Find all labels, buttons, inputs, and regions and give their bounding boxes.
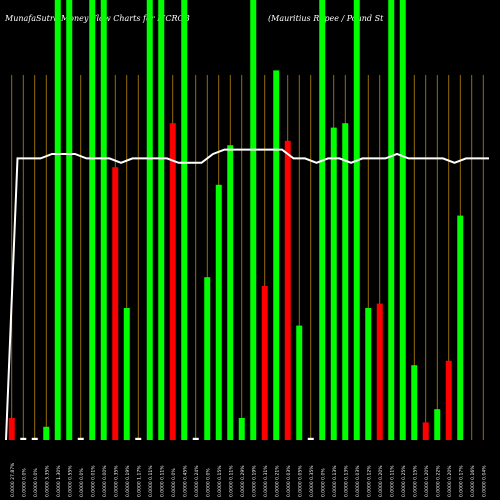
- x-tick-label: 0.0000 0.55%: [67, 465, 73, 497]
- bar: [388, 0, 395, 440]
- x-tick-label: 0.0000 0.19%: [251, 465, 257, 497]
- bar: [8, 418, 15, 440]
- x-tick-label: 0.0000 0.0%: [320, 468, 326, 497]
- bar: [43, 426, 50, 440]
- bar: [434, 409, 441, 440]
- x-tick-label: 0.0000 0.11%: [148, 465, 154, 497]
- bar: [181, 0, 188, 440]
- x-tick-label: 0.0000 0.19%: [125, 465, 131, 497]
- x-tick-label: 0.0000 0.17%: [458, 465, 464, 497]
- x-tick-label: 0.0000 0.11%: [159, 465, 165, 497]
- x-tick-label: 0.0000 0.35%: [113, 465, 119, 497]
- x-tick-label: 0.0000 0.03%: [355, 465, 361, 497]
- bar: [20, 437, 27, 440]
- x-tick-label: 0.0000 0.20%: [447, 465, 453, 497]
- bar: [399, 0, 406, 440]
- x-tick-label: 0.0000 0.24%: [194, 465, 200, 497]
- x-tick-label: 0.0000 27.87%: [10, 462, 16, 497]
- x-tick-label: 0.0000 0.15%: [412, 465, 418, 497]
- x-tick-label: 0.0000 0.21%: [274, 465, 280, 497]
- bar: [158, 0, 165, 440]
- x-tick-label: 0.0000 0.20%: [378, 465, 384, 497]
- bar: [250, 0, 257, 440]
- x-tick-label: 0.0000 0.29%: [240, 465, 246, 497]
- x-tick-label: 0.0000 1.30%: [56, 465, 62, 497]
- x-tick-label: 0.0000 0.0%: [33, 468, 39, 497]
- bar: [227, 145, 234, 440]
- x-tick-label: 0.0000 0.25%: [401, 465, 407, 497]
- x-tick-label: 0.0000 0.0%: [205, 468, 211, 497]
- bar: [100, 0, 107, 440]
- x-tick-label: 0.0000 0.31%: [263, 465, 269, 497]
- x-tick-label: 0.0000 0.04%: [481, 465, 487, 497]
- bar: [457, 215, 464, 440]
- bar: [238, 418, 245, 440]
- bar: [319, 0, 326, 440]
- bar: [215, 184, 222, 440]
- bar: [376, 303, 383, 440]
- bar: [445, 360, 452, 440]
- x-tick-label: 0.0000 0.0%: [171, 468, 177, 497]
- bar: [54, 0, 61, 440]
- bar: [365, 308, 372, 440]
- bar: [342, 123, 349, 440]
- x-tick-label: 0.0000 0.0%: [21, 468, 27, 497]
- bar: [307, 437, 314, 440]
- bar: [146, 0, 153, 440]
- x-tick-label: 0.0000 0.20%: [424, 465, 430, 497]
- bar: [89, 0, 96, 440]
- bar: [192, 437, 199, 440]
- bar: [330, 127, 337, 440]
- x-tick-label: 0.0000 0.12%: [366, 465, 372, 497]
- x-tick-label: 0.0000 0.03%: [286, 465, 292, 497]
- x-tick-label: 0.0000 0.35%: [309, 465, 315, 497]
- bar: [353, 0, 360, 440]
- x-tick-label: 0.0000 0.11%: [228, 465, 234, 497]
- bar: [273, 70, 280, 441]
- x-tick-label: 0.0000 0.00%: [102, 465, 108, 497]
- chart-header-left: MunafaSutra Money Flow Charts for MCRGB: [5, 14, 190, 23]
- bar: [261, 286, 268, 440]
- bar: [135, 437, 142, 440]
- bar: [296, 325, 303, 440]
- bar: [66, 0, 73, 440]
- x-tick-label: 0.0000 0.0%: [79, 468, 85, 497]
- bar: [411, 365, 418, 440]
- x-tick-label: 0.0000 3.35%: [44, 465, 50, 497]
- bar: [123, 308, 130, 440]
- x-tick-label: 0.0000 0.15%: [217, 465, 223, 497]
- x-tick-label: 0.0000 0.13%: [343, 465, 349, 497]
- bar: [31, 437, 38, 440]
- x-tick-label: 0.0000 0.45%: [182, 465, 188, 497]
- chart-header-right: (Mauritius Rupee / Pound St: [268, 14, 384, 23]
- bar-series: [8, 0, 464, 441]
- x-tick-label: 0.0000 0.05%: [297, 465, 303, 497]
- x-tick-label: 0.0000 0.11%: [389, 465, 395, 497]
- x-tick-label: 0.0000 1.17%: [136, 465, 142, 497]
- x-tick-label: 0.0000 0.22%: [435, 465, 441, 497]
- x-tick-label: 0.0000 0.01%: [90, 465, 96, 497]
- bar: [204, 277, 211, 440]
- bar: [284, 140, 291, 441]
- x-tick-label: 0.0000 0.13%: [332, 465, 338, 497]
- bar: [169, 123, 176, 440]
- bar: [77, 437, 84, 440]
- money-flow-line: [5, 148, 489, 441]
- x-tick-label: 0.0000 0.16%: [470, 465, 476, 497]
- bar: [422, 422, 429, 440]
- x-axis-labels: 0.0000 27.87% 0.0000 0.0% 0.0000 0.0% 0.000…: [10, 462, 488, 497]
- bar: [112, 167, 119, 440]
